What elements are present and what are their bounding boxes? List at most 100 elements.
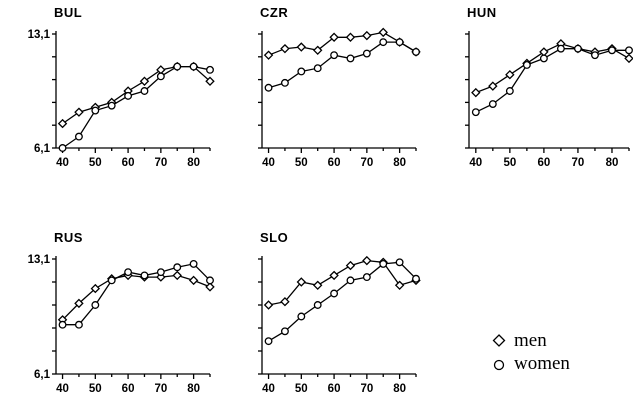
data-point-men (345, 260, 356, 271)
data-point-women (297, 67, 306, 76)
data-point-women (488, 100, 497, 108)
data-point-men (188, 275, 199, 286)
chart-title: BUL (54, 5, 82, 20)
data-point-men (362, 30, 372, 41)
chart-title: RUS (54, 230, 83, 245)
data-point-women (107, 101, 116, 110)
data-point-men (205, 76, 215, 86)
data-point-women (206, 65, 214, 74)
legend-label-men: men (514, 330, 547, 351)
data-point-men (296, 42, 307, 52)
data-point-women (173, 62, 182, 71)
data-point-women (156, 268, 165, 277)
x-tick-label: 70 (572, 157, 585, 169)
data-point-women (362, 49, 371, 58)
data-point-men (378, 27, 388, 38)
data-point-women (124, 268, 133, 277)
series-line-men (475, 43, 630, 94)
series-line-men (268, 31, 417, 56)
x-tick-label: 50 (295, 157, 308, 169)
data-point-women (58, 320, 67, 329)
x-tick-label: 80 (606, 157, 619, 169)
data-point-men (471, 87, 481, 98)
x-tick-label: 60 (122, 157, 135, 169)
data-point-men (74, 107, 84, 117)
x-tick-label: 40 (262, 383, 275, 395)
legend-marker-diamond (492, 334, 506, 347)
x-tick-label: 80 (393, 157, 406, 169)
data-point-men (296, 277, 307, 287)
data-point-men (90, 283, 101, 294)
x-tick-label: 40 (56, 383, 69, 395)
legend-label-women: women (514, 353, 570, 374)
data-point-women (264, 83, 273, 92)
data-point-women (264, 337, 273, 346)
data-point-women (280, 78, 289, 87)
x-tick-label: 60 (122, 383, 135, 395)
data-point-men (505, 69, 515, 80)
data-point-men (362, 255, 372, 266)
series-line-men (62, 274, 211, 321)
x-tick-label: 50 (89, 157, 102, 169)
chart-panel-czr: CZR 40 50 60 70 80 (258, 5, 421, 169)
data-point-men (488, 81, 498, 91)
y-tick-label: 6,1 (34, 143, 51, 155)
x-tick-label: 70 (360, 157, 373, 169)
data-point-women (313, 301, 322, 309)
data-point-women (91, 106, 100, 115)
series-line-women (62, 263, 211, 326)
data-point-women (189, 62, 198, 71)
x-tick-label: 70 (360, 383, 373, 395)
x-tick-label: 50 (295, 383, 308, 395)
data-point-women (156, 72, 165, 81)
legend-item-women: women (493, 353, 570, 374)
y-tick-label: 6,1 (34, 369, 51, 381)
chart-title: SLO (260, 230, 288, 245)
legend-marker-circle (493, 359, 505, 371)
data-point-men (74, 298, 84, 309)
x-tick-label: 40 (469, 157, 482, 169)
data-point-men (139, 76, 150, 86)
data-point-women (173, 263, 182, 272)
x-tick-label: 60 (328, 383, 341, 395)
data-point-men (172, 270, 182, 281)
x-tick-label: 60 (328, 157, 341, 169)
series-line-men (268, 259, 417, 306)
data-point-men (624, 53, 633, 64)
data-point-women (346, 276, 355, 285)
x-tick-label: 70 (154, 157, 167, 169)
data-point-women (107, 276, 116, 285)
data-point-women (608, 46, 616, 55)
data-point-women (280, 327, 289, 336)
data-point-women (395, 258, 404, 267)
x-tick-label: 40 (262, 157, 275, 169)
data-point-women (412, 47, 420, 56)
data-point-women (297, 312, 306, 321)
data-point-women (471, 108, 480, 117)
data-point-women (189, 259, 198, 268)
x-tick-label: 80 (187, 383, 200, 395)
data-point-women (206, 276, 214, 285)
legend-item-men: men (492, 330, 547, 351)
data-point-women (330, 289, 339, 298)
data-point-men (280, 43, 290, 54)
data-point-women (140, 87, 149, 95)
series-line-women (268, 41, 417, 89)
y-tick-label: 13,1 (28, 29, 51, 41)
data-point-women (379, 259, 388, 268)
data-point-men (280, 296, 290, 307)
legend: men women (492, 330, 570, 374)
data-point-women (395, 38, 404, 47)
chart-panel-hun: HUN 40 50 60 70 80 (465, 5, 633, 169)
data-point-men (394, 280, 405, 291)
data-point-men (205, 282, 215, 292)
x-tick-label: 40 (56, 157, 69, 169)
data-point-women (91, 301, 100, 309)
data-point-men (57, 118, 68, 129)
series-line-men (62, 65, 211, 125)
series-line-women (62, 65, 211, 149)
data-point-men (329, 32, 339, 42)
